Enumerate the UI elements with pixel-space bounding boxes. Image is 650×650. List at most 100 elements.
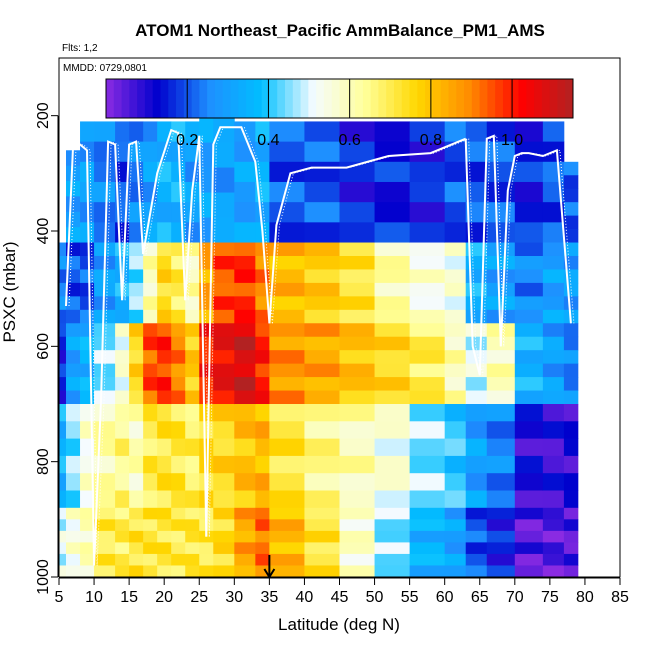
heatmap-cell [157, 323, 172, 405]
heatmap-cell-segment [94, 202, 116, 223]
heatmap-cell [171, 404, 186, 509]
heatmap-cell-segment [542, 377, 565, 391]
heatmap-cell-segment [465, 255, 488, 270]
heatmap-cell-segment [374, 309, 411, 324]
y-tick-label: 600 [35, 333, 52, 360]
heatmap-cell-segment [80, 507, 95, 520]
heatmap-cell-segment [213, 217, 235, 243]
x-tick-label: 20 [155, 589, 173, 606]
heatmap-cell-segment [66, 323, 81, 338]
heatmap-cell-segment [444, 377, 467, 391]
heatmap-cell-segment [339, 542, 375, 555]
heatmap-cell-segment [409, 222, 446, 243]
heatmap-cell-segment [157, 161, 172, 183]
heatmap-cell-segment [115, 141, 130, 163]
heatmap-cell-segment [514, 553, 544, 566]
heatmap-cell-segment [157, 507, 172, 520]
heatmap-cell-segment [514, 455, 544, 474]
heatmap-cell-segment [199, 565, 214, 578]
colorbar-frame [105, 78, 574, 119]
heatmap-cell-segment [409, 323, 446, 338]
plot-frame [58, 57, 621, 578]
profile-6-solid [205, 126, 271, 537]
y-tick-label: 200 [35, 102, 52, 129]
heatmap-cell-segment [465, 507, 488, 520]
heatmap-cell-segment [304, 269, 340, 284]
heatmap-cell [486, 404, 516, 509]
heatmap-cell-segment [514, 350, 544, 365]
heatmap-cell-segment [80, 350, 95, 365]
heatmap-cell [66, 323, 81, 405]
heatmap-cell-segment [563, 161, 579, 176]
heatmap-cell-segment [304, 438, 340, 457]
heatmap-cell-segment [444, 404, 467, 422]
heatmap-cell-segment [486, 565, 516, 578]
heatmap-cell-segment [66, 181, 81, 197]
heatmap-cell-segment [465, 553, 488, 566]
heatmap-cell-segment [444, 390, 467, 405]
heatmap-cell-segment [157, 202, 172, 223]
heatmap-cell-segment [199, 553, 214, 566]
heatmap-cell-segment [269, 222, 305, 243]
heatmap-cell-segment [129, 181, 144, 203]
colorbar: 0.2 0.4 0.6 0.8 1.0 [105, 78, 574, 149]
heatmap-cell-segment [66, 282, 81, 297]
heatmap-cell-segment [143, 507, 158, 520]
heatmap-cell [234, 404, 256, 509]
heatmap-cell [80, 242, 95, 324]
heatmap-cell-segment [171, 490, 186, 509]
heatmap-cell-segment [444, 542, 467, 555]
heatmap-cell-segment [339, 141, 375, 163]
heatmap-cell-segment [59, 565, 67, 578]
heatmap-cell-segment [409, 363, 446, 378]
heatmap-cell-segment [59, 350, 67, 365]
heatmap-cell-segment [59, 377, 67, 391]
colorbar-segment [355, 79, 364, 118]
heatmap-cell-segment [255, 309, 270, 324]
heatmap-cell-segment [374, 377, 411, 391]
heatmap-cell-segment [269, 542, 305, 555]
heatmap-cell-segment [129, 269, 144, 284]
heatmap-cell-segment [255, 336, 270, 351]
heatmap-cell-segment [157, 404, 172, 422]
heatmap-cell-segment [94, 421, 116, 439]
heatmap-cell-segment [409, 309, 446, 324]
heatmap-cell-segment [304, 141, 340, 163]
colorbar-segment [370, 79, 379, 118]
heatmap-cell [374, 323, 411, 405]
heatmap-cell-segment [185, 542, 200, 555]
heatmap-cell-segment [185, 309, 200, 324]
heatmap-cell-segment [486, 255, 516, 270]
heatmap-cell-segment [157, 553, 172, 566]
heatmap-cell-segment [409, 473, 446, 491]
heatmap-cell-segment [115, 121, 130, 143]
heatmap-cell-segment [213, 142, 235, 168]
heatmap-cell-segment [514, 363, 544, 378]
heatmap-cell-segment [213, 507, 235, 520]
heatmap-cell-segment [115, 490, 130, 509]
heatmap-cell-segment [185, 269, 200, 284]
x-tick-label: 10 [85, 589, 103, 606]
y-tick-label: 800 [35, 448, 52, 475]
heatmap-cell-segment [374, 282, 411, 297]
heatmap-cell-segment [185, 519, 200, 532]
heatmap-cell-segment [171, 421, 186, 439]
colorbar-segment [308, 79, 317, 118]
heatmap-cell [157, 242, 172, 324]
x-tick-label: 40 [296, 589, 314, 606]
heatmap-cell-segment [409, 161, 446, 183]
heatmap-cell-segment [409, 438, 446, 457]
heatmap-cell-segment [339, 519, 375, 532]
heatmap-cell-segment [185, 323, 200, 338]
heatmap-cell [269, 323, 305, 405]
heatmap-cell-segment [269, 404, 305, 422]
heatmap-cell-segment [339, 269, 375, 284]
heatmap-cell [374, 404, 411, 509]
heatmap-cell-segment [129, 350, 144, 365]
heatmap-cell [542, 507, 565, 578]
heatmap-cell-segment [185, 490, 200, 509]
colorbar-segment [222, 79, 232, 118]
profile-4-solid [142, 128, 187, 301]
heatmap-cell [171, 121, 186, 243]
heatmap-cell-segment [234, 181, 256, 203]
